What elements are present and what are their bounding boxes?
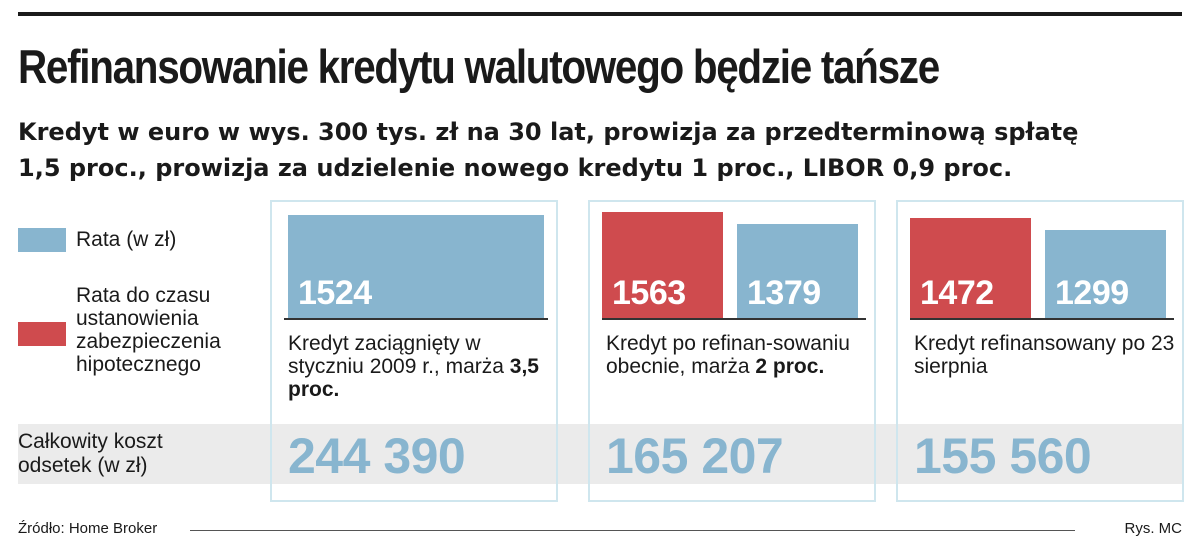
bar-rata: 1524 — [288, 215, 544, 318]
caption-margin: 3,5 proc. — [288, 355, 539, 401]
panel-styczen-2009: 1524 Kredyt zaciągnięty w styczniu 2009 … — [270, 200, 558, 502]
credit-note: Rys. MC — [1124, 520, 1183, 537]
caption-text: Kredyt zaciągnięty w styczniu 2009 r., m… — [288, 332, 510, 378]
bar-plot: 1524 — [284, 212, 548, 320]
bar-value-label: 1299 — [1055, 274, 1129, 312]
bar-value-label: 1524 — [298, 274, 372, 312]
caption-text: Kredyt po refinan-sowaniu obecnie, marża — [606, 332, 850, 378]
caption-margin: 2 proc. — [755, 355, 825, 378]
bar-plot: 1472 1299 — [910, 212, 1174, 320]
totals-row-label-text: Całkowity koszt odsetek (w zł) — [18, 430, 163, 477]
caption-text: Kredyt refinansowany po 23 sierpnia — [914, 332, 1175, 378]
bar-value-label: 1379 — [747, 274, 821, 312]
top-rule — [18, 12, 1182, 16]
total-interest-cost: 155 560 — [914, 428, 1092, 484]
totals-band — [18, 424, 1182, 484]
legend-label-rata-do-czasu: Rata do czasu ustanowienia zabezpieczeni… — [76, 284, 221, 376]
bar-rata: 1299 — [1045, 230, 1166, 318]
chart-subtitle: Kredyt w euro w wys. 300 tys. zł na 30 l… — [18, 114, 1188, 186]
legend-swatch-rata — [18, 228, 66, 252]
bar-value-label: 1472 — [920, 274, 994, 312]
legend-label-rata: Rata (w zł) — [76, 228, 177, 251]
totals-row-label: Całkowity koszt odsetek (w zł) — [18, 430, 228, 478]
panel-refinansowanie-po-23-sierpnia: 1472 1299 Kredyt refinansowany po 23 sier… — [896, 200, 1184, 502]
panel-caption: Kredyt po refinan-sowaniu obecnie, marża… — [606, 332, 874, 378]
subtitle-line-1: Kredyt w euro w wys. 300 tys. zł na 30 l… — [18, 118, 1079, 146]
legend-swatch-rata-do-czasu — [18, 322, 66, 346]
bar-rata-do-czasu: 1563 — [602, 212, 723, 318]
bar-rata-do-czasu: 1472 — [910, 218, 1031, 318]
total-interest-cost: 165 207 — [606, 428, 784, 484]
subtitle-line-2: 1,5 proc., prowizja za udzielenie nowego… — [18, 154, 1013, 182]
panel-refinansowanie-obecnie: 1563 1379 Kredyt po refinan-sowaniu obecn… — [588, 200, 876, 502]
baseline — [910, 318, 1174, 320]
source-note: Źródło: Home Broker — [18, 520, 158, 537]
legend-item-rata-do-czasu: Rata do czasu ustanowienia zabezpieczeni… — [18, 284, 251, 376]
baseline — [602, 318, 866, 320]
panel-caption: Kredyt zaciągnięty w styczniu 2009 r., m… — [288, 332, 556, 401]
bar-rata: 1379 — [737, 224, 858, 318]
chart-title: Refinansowanie kredytu walutowego będzie… — [18, 40, 940, 93]
baseline — [284, 318, 548, 320]
legend-item-rata: Rata (w zł) — [18, 228, 251, 252]
bar-plot: 1563 1379 — [602, 212, 866, 320]
bar-value-label: 1563 — [612, 274, 686, 312]
total-interest-cost: 244 390 — [288, 428, 466, 484]
bottom-rule — [190, 530, 1075, 531]
panel-caption: Kredyt refinansowany po 23 sierpnia — [914, 332, 1182, 378]
